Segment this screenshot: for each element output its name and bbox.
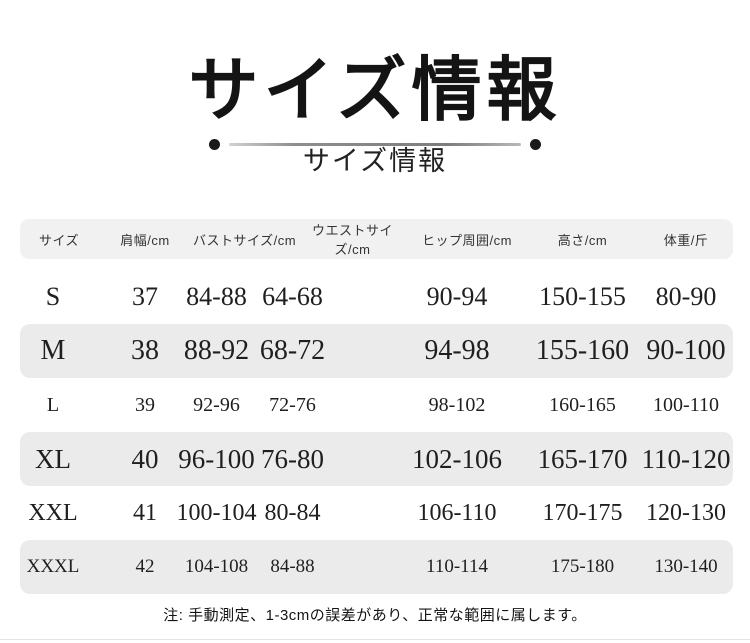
table-header-row: サイズ 肩幅/cm バストサイズ/cm ウエストサイズ/cm ヒップ周囲/cm … <box>20 219 733 260</box>
weight-cell: 120-130 <box>646 499 726 526</box>
header-weight: 体重/斤 <box>663 232 709 248</box>
weight-cell: 110-120 <box>641 443 731 474</box>
weight-cell: 80-90 <box>655 282 717 312</box>
size-cell: XXL <box>28 499 78 526</box>
header-shoulder: 肩幅/cm <box>120 232 170 248</box>
hip-cell: 106-110 <box>417 499 497 526</box>
bust-cell: 96-100 <box>178 443 255 474</box>
weight-cell: 100-110 <box>653 393 719 416</box>
table-row-l: L 39 92-96 72-76 98-102 160-165 100-110 <box>20 378 733 432</box>
divider-line <box>229 142 521 146</box>
page-title: サイズ情報 <box>188 51 562 129</box>
table-row-m: M 38 88-92 68-72 94-98 155-160 90-100 <box>20 324 733 379</box>
header-hip: ヒップ周囲/cm <box>422 232 512 248</box>
measurement-note: 注: 手動測定、1-3cmの誤差があり、正常な範囲に属します。 <box>163 607 587 625</box>
hip-cell: 94-98 <box>424 335 490 367</box>
shoulder-cell: 40 <box>131 443 159 474</box>
page-subtitle: サイズ情報 <box>302 146 448 176</box>
size-cell: L <box>46 393 60 416</box>
height-cell: 150-155 <box>539 282 626 312</box>
divider-left-dot-icon <box>209 138 220 150</box>
size-table: サイズ 肩幅/cm バストサイズ/cm ウエストサイズ/cm ヒップ周囲/cm … <box>20 219 733 595</box>
bust-cell: 100-104 <box>176 499 257 526</box>
title-block: サイズ情報 サイズ情報 <box>0 0 750 177</box>
bust-cell: 88-92 <box>183 335 250 367</box>
waist-cell: 68-72 <box>259 335 326 367</box>
height-cell: 165-170 <box>537 443 628 474</box>
shoulder-cell: 41 <box>133 499 157 526</box>
hip-cell: 98-102 <box>428 393 486 416</box>
shoulder-cell: 42 <box>135 556 155 578</box>
weight-cell: 130-140 <box>654 556 718 578</box>
waist-cell: 64-68 <box>262 282 323 312</box>
height-cell: 160-165 <box>549 393 616 416</box>
hip-cell: 110-114 <box>426 556 488 578</box>
table-row-xxl: XXL 41 100-104 80-84 106-110 170-175 120… <box>20 486 733 540</box>
table-row-xxxl: XXXL 42 104-108 84-88 110-114 175-180 13… <box>20 540 733 595</box>
header-waist: ウエストサイズ/cm <box>311 223 393 258</box>
bust-cell: 84-88 <box>186 282 247 312</box>
table-body: S 37 84-88 64-68 90-94 150-155 80-90 M 3… <box>20 270 733 595</box>
size-cell: XL <box>35 443 71 474</box>
waist-cell: 80-84 <box>264 499 321 526</box>
size-cell: M <box>40 335 66 367</box>
size-cell: S <box>45 282 61 312</box>
hip-cell: 102-106 <box>412 443 502 474</box>
bust-cell: 104-108 <box>184 556 249 578</box>
size-cell: XXXL <box>26 556 80 578</box>
table-row-s: S 37 84-88 64-68 90-94 150-155 80-90 <box>20 270 733 324</box>
bust-cell: 92-96 <box>193 393 240 416</box>
hip-cell: 90-94 <box>426 282 488 312</box>
header-height: 高さ/cm <box>557 232 608 248</box>
shoulder-cell: 38 <box>131 335 159 367</box>
height-cell: 155-160 <box>535 335 630 367</box>
shoulder-cell: 37 <box>132 282 158 312</box>
title-divider <box>209 138 541 150</box>
divider-right-dot-icon <box>530 138 541 150</box>
header-bust: バストサイズ/cm <box>192 232 297 248</box>
height-cell: 170-175 <box>542 499 623 526</box>
bottom-divider <box>0 639 750 640</box>
height-cell: 175-180 <box>550 556 615 578</box>
waist-cell: 84-88 <box>270 556 315 578</box>
weight-cell: 90-100 <box>646 335 726 367</box>
table-row-xl: XL 40 96-100 76-80 102-106 165-170 110-1… <box>20 432 733 487</box>
waist-cell: 76-80 <box>261 443 324 474</box>
shoulder-cell: 39 <box>135 393 155 416</box>
header-size: サイズ <box>38 232 80 248</box>
waist-cell: 72-76 <box>269 393 316 416</box>
